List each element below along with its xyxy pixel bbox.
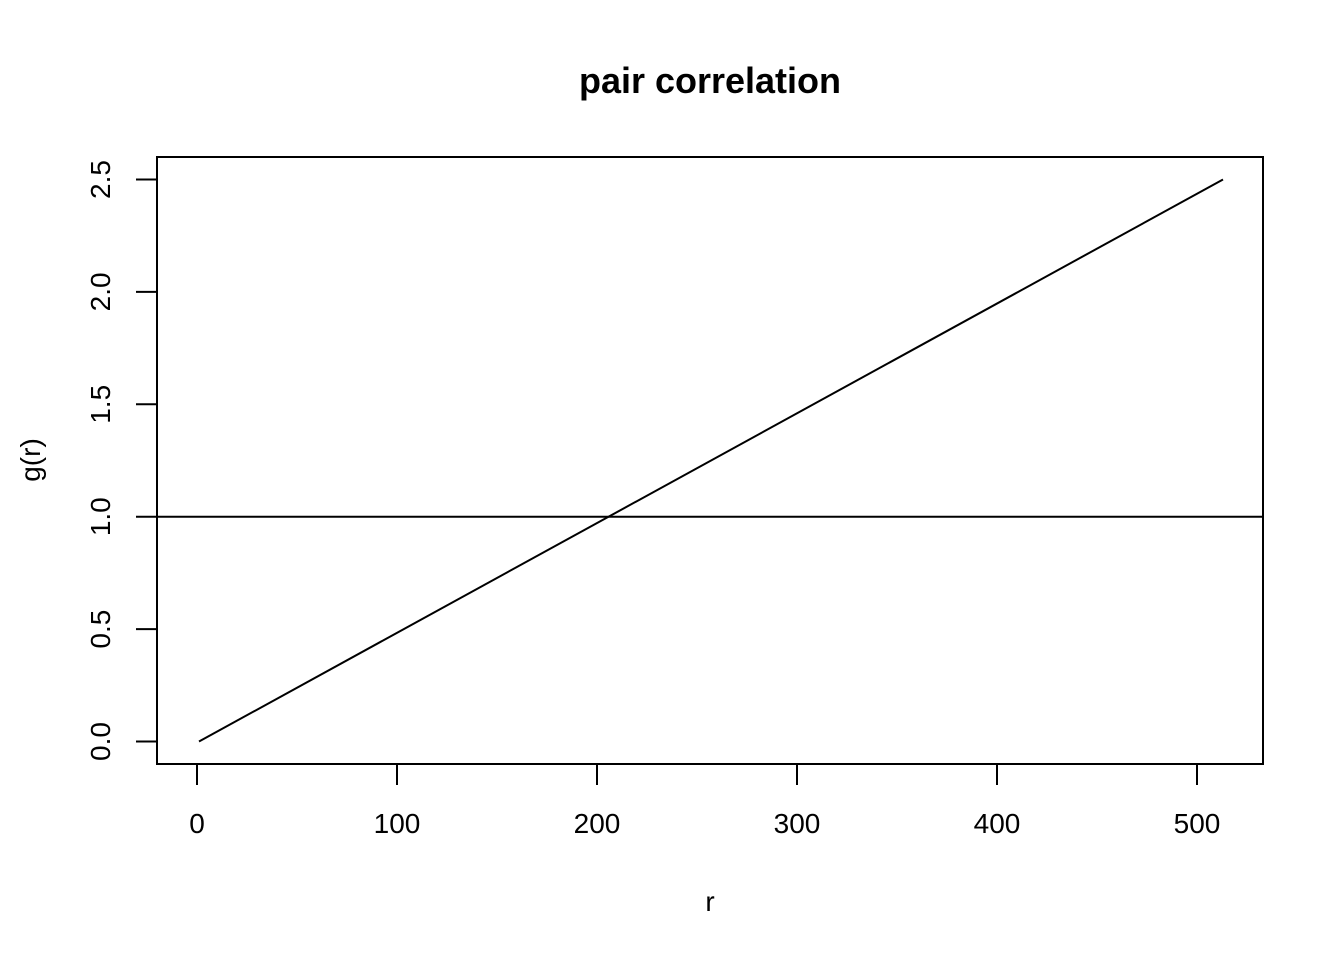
y-tick-label: 1.5 <box>85 385 116 424</box>
x-tick-label: 100 <box>374 808 421 839</box>
y-tick-label: 0.0 <box>85 722 116 761</box>
x-tick-label: 200 <box>574 808 621 839</box>
x-tick-label: 300 <box>774 808 821 839</box>
y-axis-label: g(r) <box>15 438 46 482</box>
x-axis-label: r <box>705 886 714 917</box>
y-tick-label: 2.0 <box>85 272 116 311</box>
y-tick-label: 2.5 <box>85 160 116 199</box>
plot-marks <box>157 178 1263 743</box>
x-tick-label: 500 <box>1174 808 1221 839</box>
y-axis: 0.0 0.5 1.0 1.5 2.0 2.5 <box>85 160 158 761</box>
x-axis: 0 100 200 300 400 500 <box>189 763 1221 839</box>
x-tick-label: 0 <box>189 808 205 839</box>
chart-title: pair correlation <box>579 60 841 101</box>
series-line-0 <box>198 178 1224 743</box>
y-tick-label: 0.5 <box>85 610 116 649</box>
y-tick-label: 1.0 <box>85 497 116 536</box>
x-tick-label: 400 <box>974 808 1021 839</box>
